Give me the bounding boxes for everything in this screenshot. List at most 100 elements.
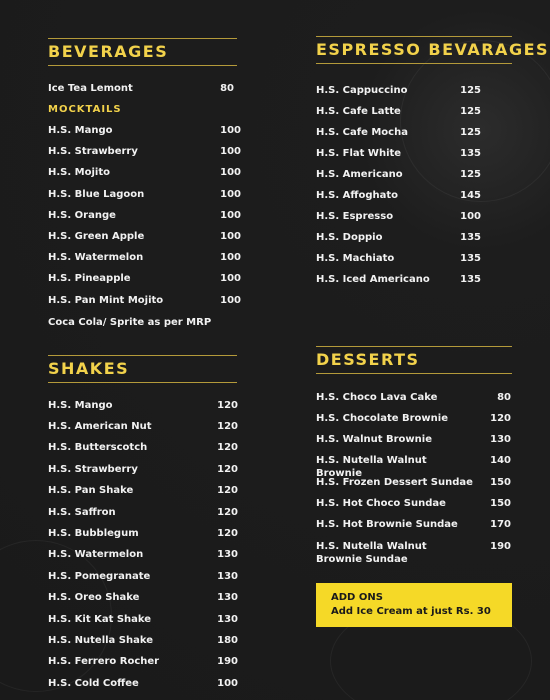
item-price: 100 bbox=[220, 231, 241, 242]
item-name: H.S. Nutella Walnut Brownie Sundae bbox=[316, 540, 427, 565]
item-name: H.S. Iced Americano bbox=[316, 274, 430, 286]
item-price: 120 bbox=[217, 399, 238, 411]
item-price: 100 bbox=[220, 188, 241, 200]
item-name: H.S. Americano bbox=[316, 168, 403, 180]
item-price: 120 bbox=[217, 420, 238, 432]
section-title: DESSERTS bbox=[316, 350, 420, 369]
item-name: H.S. Cappuccino bbox=[316, 84, 408, 96]
item-price: 130 bbox=[217, 570, 238, 582]
item-name: H.S. Nutella Walnut Brownie bbox=[316, 455, 427, 480]
item-name: H.S. Doppio bbox=[316, 232, 383, 244]
item-name: H.S. Oreo Shake bbox=[48, 592, 140, 604]
item-name: H.S. Mango bbox=[48, 125, 113, 136]
item-name: H.S. Pan Mint Mojito bbox=[48, 294, 164, 306]
item-name: H.S. Mojito bbox=[48, 167, 110, 179]
heading-rule bbox=[316, 346, 512, 347]
item-price: 135 bbox=[460, 253, 481, 265]
item-name: H.S. Orange bbox=[48, 209, 116, 221]
item-price: 100 bbox=[220, 209, 241, 221]
item-price: 120 bbox=[490, 412, 511, 424]
item-name: H.S. Cafe Mocha bbox=[316, 126, 408, 138]
item-price: 180 bbox=[217, 634, 238, 646]
item-price: 100 bbox=[460, 211, 481, 223]
item-price: 125 bbox=[460, 105, 481, 117]
item-name: H.S. Walnut Brownie bbox=[316, 434, 432, 446]
item-price: 150 bbox=[490, 498, 511, 509]
item-price: 100 bbox=[220, 294, 241, 306]
item-price: 100 bbox=[220, 125, 241, 136]
item-name: H.S. Choco Lava Cake bbox=[316, 391, 438, 403]
add-ons-title: ADD ONS bbox=[331, 592, 383, 603]
item-price: 120 bbox=[217, 463, 238, 475]
item-price: 100 bbox=[220, 273, 241, 285]
item-name: H.S. Cafe Latte bbox=[316, 105, 401, 117]
heading-rule bbox=[316, 63, 512, 64]
item-name: H.S. Chocolate Brownie bbox=[316, 412, 448, 424]
item-name: H.S. Nutella Shake bbox=[48, 634, 154, 646]
item-price: 145 bbox=[460, 190, 481, 201]
item-name: H.S. Pineapple bbox=[48, 273, 131, 285]
item-name: H.S. Butterscotch bbox=[48, 442, 148, 454]
item-price: 120 bbox=[217, 527, 238, 539]
item-price: 100 bbox=[217, 677, 238, 689]
heading-rule bbox=[48, 38, 237, 39]
item-name: H.S. Cold Coffee bbox=[48, 677, 139, 689]
item-price: 80 bbox=[497, 391, 511, 403]
section-title: ESPRESSO BEVARAGES bbox=[316, 40, 550, 59]
item-name: Ice Tea Lemont bbox=[48, 82, 133, 94]
item-price: 130 bbox=[217, 549, 238, 561]
item-name: H.S. Bubblegum bbox=[48, 527, 139, 539]
item-name: H.S. Flat White bbox=[316, 147, 402, 159]
item-price: 125 bbox=[460, 126, 481, 138]
item-name: H.S. Mango bbox=[48, 399, 113, 411]
item-price: 120 bbox=[217, 485, 238, 497]
item-price: 135 bbox=[460, 274, 481, 286]
item-price: 100 bbox=[220, 167, 241, 179]
item-price: 150 bbox=[490, 476, 511, 488]
heading-rule bbox=[48, 355, 237, 356]
section-title: BEVERAGES bbox=[48, 42, 169, 61]
add-ons-box: ADD ONS Add Ice Cream at just Rs. 30 bbox=[316, 583, 512, 627]
item-name: H.S. Pan Shake bbox=[48, 485, 134, 497]
item-price: 135 bbox=[460, 147, 481, 159]
item-price: 125 bbox=[460, 84, 481, 96]
item-name: H.S. Watermelon bbox=[48, 252, 144, 264]
item-name: H.S. American Nut bbox=[48, 420, 152, 432]
item-price: 130 bbox=[217, 592, 238, 604]
item-name: H.S. Saffron bbox=[48, 506, 116, 518]
item-price: 140 bbox=[490, 455, 511, 467]
item-price: 170 bbox=[490, 519, 511, 531]
item-name: H.S. Green Apple bbox=[48, 231, 145, 242]
section-title: SHAKES bbox=[48, 359, 130, 378]
item-price: 190 bbox=[217, 656, 238, 668]
item-price: 190 bbox=[490, 540, 511, 552]
item-name: H.S. Ferrero Rocher bbox=[48, 656, 160, 668]
item-name: H.S. Pomegranate bbox=[48, 570, 151, 582]
heading-rule bbox=[316, 36, 512, 37]
item-name: H.S. Machiato bbox=[316, 253, 395, 265]
item-price: 80 bbox=[220, 82, 234, 94]
item-name: H.S. Affoghato bbox=[316, 190, 399, 201]
item-price: 100 bbox=[220, 146, 241, 158]
item-price: 125 bbox=[460, 168, 481, 180]
heading-rule bbox=[48, 382, 237, 383]
item-price: 130 bbox=[490, 434, 511, 446]
item-name: H.S. Watermelon bbox=[48, 549, 144, 561]
item-price: 120 bbox=[217, 506, 238, 518]
item-name: H.S. Hot Brownie Sundae bbox=[316, 519, 458, 531]
item-name: H.S. Frozen Dessert Sundae bbox=[316, 476, 473, 488]
add-ons-text: Add Ice Cream at just Rs. 30 bbox=[331, 606, 491, 617]
note: Coca Cola/ Sprite as per MRP bbox=[48, 316, 212, 328]
decoration bbox=[400, 40, 550, 202]
heading-rule bbox=[316, 373, 512, 374]
item-name: H.S. Blue Lagoon bbox=[48, 188, 145, 200]
item-price: 130 bbox=[217, 613, 238, 625]
subheading: MOCKTAILS bbox=[48, 103, 122, 115]
item-name: H.S. Strawberry bbox=[48, 146, 138, 158]
item-price: 120 bbox=[217, 442, 238, 454]
item-price: 100 bbox=[220, 252, 241, 264]
item-name: H.S. Hot Choco Sundae bbox=[316, 498, 446, 509]
item-price: 135 bbox=[460, 232, 481, 244]
item-name: H.S. Espresso bbox=[316, 211, 394, 223]
